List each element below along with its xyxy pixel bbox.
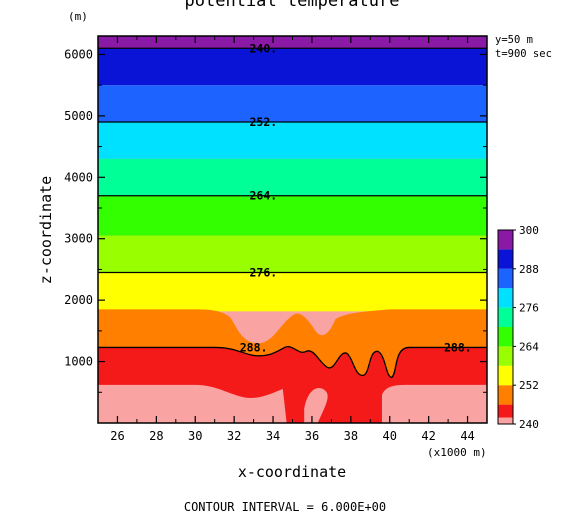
contour-label: 252. (249, 115, 277, 129)
colorbar-swatch (498, 288, 513, 308)
colorbar-frame (497, 229, 514, 425)
colorbar-swatch (498, 249, 513, 269)
contour-label: 288. (240, 340, 268, 354)
y-axis-title: z-coordinate (37, 176, 55, 284)
contour-line (98, 194, 487, 197)
info-line-t: t=900 sec (495, 48, 552, 60)
contour-labels: 240. 252. 264. 276. 288. 288. (240, 41, 472, 354)
x-tick-label: 30 (188, 429, 202, 443)
colorbar-label: 264 (519, 340, 539, 353)
x-tick-label: 34 (266, 429, 280, 443)
y-unit-label: (m) (68, 10, 88, 23)
x-tick-label: 28 (149, 429, 163, 443)
contour-lines (98, 47, 487, 379)
colorbar-swatch (498, 327, 513, 347)
band-fill (98, 384, 487, 423)
chart-title: potential temperature (185, 0, 400, 11)
y-tick-label: 6000 (64, 47, 93, 61)
y-tick-label: 3000 (64, 232, 93, 246)
y-tick-label: 4000 (64, 170, 93, 184)
colorbar-swatch (498, 230, 513, 250)
contour-label: 288. (444, 340, 472, 354)
contour-line (98, 271, 487, 274)
contour-label: 264. (249, 189, 277, 203)
band-fill (98, 195, 487, 236)
x-tick-label: 44 (460, 429, 474, 443)
y-tick-label: 2000 (64, 293, 93, 307)
band-fill (98, 122, 487, 159)
colorbar-label: 288 (519, 263, 539, 276)
contour-line (98, 47, 487, 50)
colorbar-swatch (498, 268, 513, 289)
contour-interval-footer: CONTOUR INTERVAL = 6.000E+00 (184, 500, 386, 514)
plot-area (98, 36, 487, 423)
contour-line (98, 121, 487, 123)
band-fill (98, 85, 487, 122)
colorbar-swatch (498, 307, 513, 327)
colorbar: 240 252 264 276 288 300 (497, 224, 539, 431)
colorbar-swatch (498, 385, 513, 405)
info-line-y: y=50 m (495, 34, 533, 46)
colorbar-label: 276 (519, 302, 539, 315)
y-axis: 1000 2000 3000 4000 5000 6000 (64, 47, 487, 393)
x-tick-label: 32 (227, 429, 241, 443)
band-fill (98, 158, 487, 196)
band-fill (98, 48, 487, 86)
colorbar-swatch (498, 417, 513, 424)
x-tick-label: 26 (110, 429, 124, 443)
colorbar-swatch (498, 404, 513, 418)
band-fill (98, 235, 487, 273)
x-tick-label: 38 (344, 429, 358, 443)
x-axis-title: x-coordinate (238, 463, 346, 481)
y-tick-label: 5000 (64, 109, 93, 123)
colorbar-label: 240 (519, 418, 539, 431)
y-tick-label: 1000 (64, 355, 93, 369)
contour-line (98, 345, 487, 379)
colorbar-swatch (498, 346, 513, 366)
contour-label: 276. (249, 266, 277, 280)
contour-label: 240. (249, 41, 277, 55)
x-unit-label: (x1000 m) (427, 446, 487, 459)
colorbar-swatch (498, 365, 513, 386)
x-tick-label: 40 (383, 429, 397, 443)
colorbar-label: 252 (519, 379, 539, 392)
x-tick-label: 42 (421, 429, 435, 443)
band-fill (98, 272, 487, 312)
x-axis: 26 28 30 32 34 36 38 40 42 44 (97, 36, 488, 443)
colorbar-label: 300 (519, 224, 539, 237)
x-tick-label: 36 (305, 429, 319, 443)
